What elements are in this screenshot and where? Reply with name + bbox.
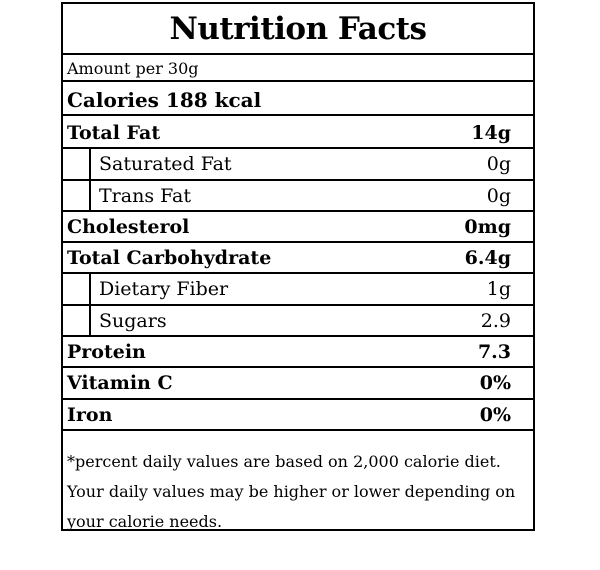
nutrient-amount: 6.4g	[464, 247, 511, 270]
nutrient-row-vitamin-c: Vitamin C 0%	[63, 368, 533, 400]
nutrition-label: Nutrition Facts Amount per 30g Calories …	[61, 2, 535, 531]
nutrient-amount: 0g	[486, 184, 511, 207]
nutrient-amount: 0%	[479, 372, 511, 395]
nutrient-row-sugars: Sugars 2.9	[63, 305, 533, 338]
nutrient-name: Sugars	[99, 309, 167, 332]
daily-value-footnote: *percent daily values are based on 2,000…	[67, 452, 516, 531]
nutrient-name: Iron	[67, 403, 113, 426]
nutrient-row-trans-fat: Trans Fat 0g	[63, 180, 533, 212]
nutrient-row-total-carbohydrate: Total Carbohydrate 6.4g	[63, 243, 533, 275]
nutrient-amount: 0g	[486, 153, 511, 176]
nutrient-amount: 14g	[471, 122, 511, 144]
serving-amount: Amount per 30g	[63, 55, 533, 82]
nutrient-name: Protein	[67, 341, 146, 364]
label-title: Nutrition Facts	[63, 4, 533, 55]
nutrient-name: Cholesterol	[67, 215, 190, 238]
nutrient-name: Saturated Fat	[99, 153, 232, 176]
nutrient-row-dietary-fiber: Dietary Fiber 1g	[63, 274, 533, 306]
nutrient-amount: 0%	[479, 403, 511, 426]
nutrient-amount: 2.9	[480, 309, 511, 332]
nutrient-row-iron: Iron 0%	[63, 400, 533, 431]
nutrient-amount: 1g	[486, 278, 511, 301]
nutrient-rows: Total Fat 14g Saturated Fat 0g Trans Fat…	[63, 118, 533, 431]
nutrient-amount: 7.3	[477, 341, 511, 364]
nutrient-amount: 0mg	[464, 215, 511, 238]
nutrient-row-total-fat: Total Fat 14g	[63, 118, 533, 150]
nutrient-name: Vitamin C	[67, 372, 173, 395]
calories-line: Calories 188 kcal	[63, 84, 533, 116]
nutrient-name: Trans Fat	[99, 184, 191, 207]
nutrient-name: Dietary Fiber	[99, 278, 229, 301]
nutrient-row-protein: Protein 7.3	[63, 337, 533, 369]
nutrient-row-cholesterol: Cholesterol 0mg	[63, 212, 533, 244]
nutrient-row-saturated-fat: Saturated Fat 0g	[63, 149, 533, 181]
nutrient-name: Total Fat	[67, 122, 161, 144]
nutrient-name: Total Carbohydrate	[67, 247, 272, 270]
